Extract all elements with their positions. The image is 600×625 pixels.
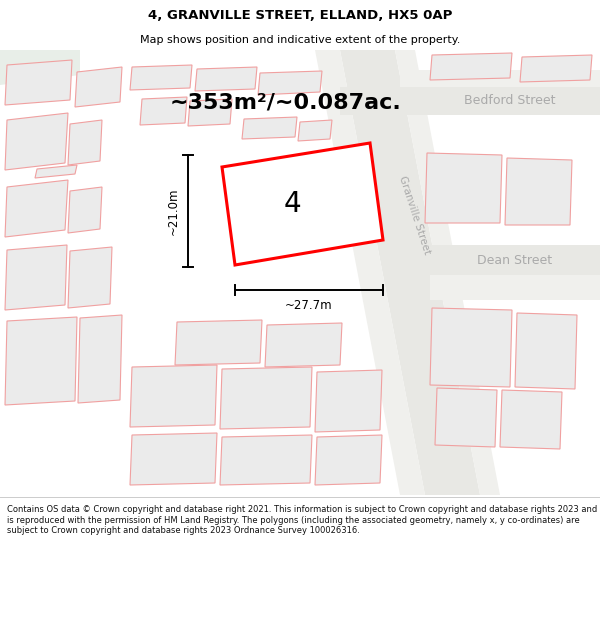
Polygon shape — [430, 308, 512, 387]
Text: 4, GRANVILLE STREET, ELLAND, HX5 0AP: 4, GRANVILLE STREET, ELLAND, HX5 0AP — [148, 9, 452, 22]
Text: Bedford Street: Bedford Street — [464, 94, 556, 106]
Polygon shape — [220, 367, 312, 429]
Text: Contains OS data © Crown copyright and database right 2021. This information is : Contains OS data © Crown copyright and d… — [7, 506, 598, 535]
Polygon shape — [130, 433, 217, 485]
Polygon shape — [5, 317, 77, 405]
Polygon shape — [395, 50, 500, 495]
Polygon shape — [35, 165, 77, 178]
Polygon shape — [242, 117, 297, 139]
Polygon shape — [68, 187, 102, 233]
Polygon shape — [265, 323, 342, 367]
Text: ~353m²/~0.087ac.: ~353m²/~0.087ac. — [169, 92, 401, 112]
Polygon shape — [435, 388, 497, 447]
Text: Granville Street: Granville Street — [398, 174, 433, 256]
Text: Map shows position and indicative extent of the property.: Map shows position and indicative extent… — [140, 35, 460, 45]
Polygon shape — [400, 70, 600, 87]
Polygon shape — [188, 99, 232, 126]
Text: 4: 4 — [284, 190, 301, 218]
Polygon shape — [500, 390, 562, 449]
Polygon shape — [315, 370, 382, 432]
Polygon shape — [5, 113, 68, 170]
Polygon shape — [340, 87, 600, 115]
Polygon shape — [5, 245, 67, 310]
Polygon shape — [68, 247, 112, 308]
Polygon shape — [298, 120, 332, 141]
Polygon shape — [195, 67, 257, 91]
Text: Dean Street: Dean Street — [478, 254, 553, 268]
Polygon shape — [78, 315, 122, 403]
Polygon shape — [430, 275, 600, 300]
Polygon shape — [140, 97, 187, 125]
Polygon shape — [175, 320, 262, 365]
Text: ~21.0m: ~21.0m — [167, 188, 180, 235]
Polygon shape — [315, 50, 425, 495]
Polygon shape — [515, 313, 577, 389]
Polygon shape — [410, 245, 600, 275]
Polygon shape — [520, 55, 592, 82]
Polygon shape — [425, 153, 502, 223]
Polygon shape — [220, 435, 312, 485]
Text: ~27.7m: ~27.7m — [285, 299, 333, 312]
Polygon shape — [130, 365, 217, 427]
Polygon shape — [340, 50, 480, 495]
Polygon shape — [5, 60, 72, 105]
Polygon shape — [5, 180, 68, 237]
Polygon shape — [315, 435, 382, 485]
Polygon shape — [75, 67, 122, 107]
Polygon shape — [68, 120, 102, 165]
Polygon shape — [222, 143, 383, 265]
Polygon shape — [258, 71, 322, 95]
Polygon shape — [130, 65, 192, 90]
Polygon shape — [0, 50, 80, 85]
Polygon shape — [505, 158, 572, 225]
Polygon shape — [430, 53, 512, 80]
